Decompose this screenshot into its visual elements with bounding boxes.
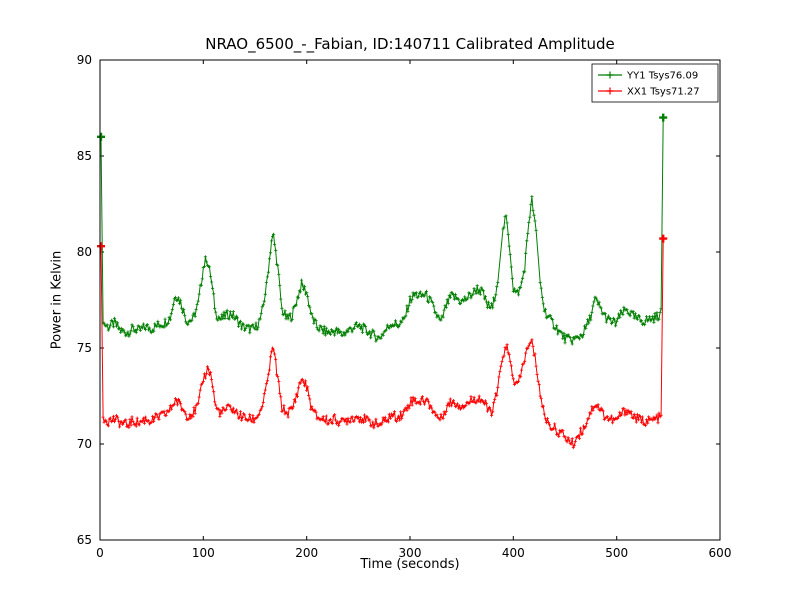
x-tick-label: 400 xyxy=(502,546,525,560)
series-line-YY1 xyxy=(100,117,664,345)
legend-label-XX1: XX1 Tsys71.27 xyxy=(627,87,700,98)
x-tick-label: 100 xyxy=(192,546,215,560)
x-tick-label: 300 xyxy=(399,546,422,560)
endpoint-marker-XX1 xyxy=(659,234,668,243)
y-tick-label: 75 xyxy=(77,341,92,355)
series-line-XX1 xyxy=(100,238,664,450)
series-markers-XX1 xyxy=(99,237,665,450)
chart-title: NRAO_6500_-_Fabian, ID:140711 Calibrated… xyxy=(205,35,615,53)
endpoint-marker-YY1 xyxy=(97,132,105,141)
x-tick-label: 500 xyxy=(605,546,628,560)
x-axis-label: Time (seconds) xyxy=(360,557,460,572)
y-tick-label: 90 xyxy=(77,53,92,67)
y-tick-label: 70 xyxy=(77,437,92,451)
axes-frame xyxy=(99,59,721,541)
x-tick-label: 600 xyxy=(709,546,732,560)
x-tick-label: 200 xyxy=(295,546,318,560)
y-tick-label: 65 xyxy=(77,533,92,547)
y-tick-label: 85 xyxy=(77,149,92,163)
x-tick-label: 0 xyxy=(96,546,104,560)
y-tick-label: 80 xyxy=(77,245,92,259)
endpoint-marker-XX1 xyxy=(97,242,105,251)
endpoint-marker-YY1 xyxy=(659,113,668,122)
legend-marker-XX1 xyxy=(606,87,614,95)
legend-marker-YY1 xyxy=(606,71,614,79)
legend-label-YY1: YY1 Tsys76.09 xyxy=(626,71,698,82)
legend-box xyxy=(591,63,719,103)
